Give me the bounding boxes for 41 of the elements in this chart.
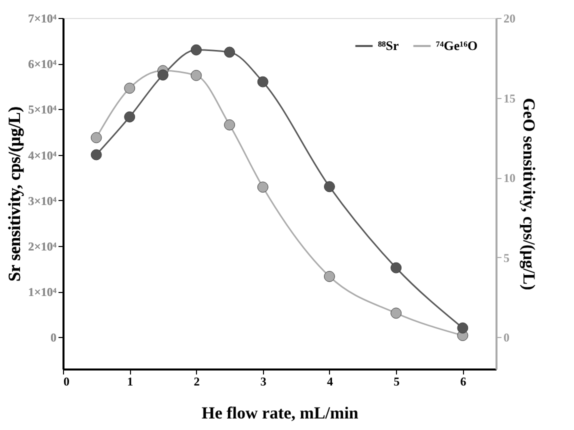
y-axis-title: Sr sensitivity, cps/(μg/L) — [5, 106, 24, 282]
y2-tick-label: 15 — [504, 91, 516, 106]
y2-tick-label: 20 — [504, 12, 516, 26]
point — [257, 182, 268, 193]
point — [257, 76, 268, 88]
y-tick-label: 0 — [50, 330, 56, 345]
x-tick-label: 1 — [127, 374, 134, 388]
y2-axis-title: GeO sensitivity, cps/(μg/L) — [520, 98, 538, 290]
y-tick-label: 1×10⁴ — [28, 285, 57, 300]
point — [390, 308, 402, 319]
point — [324, 181, 335, 192]
legend-label: ⁷⁴Ge¹⁶O — [436, 38, 478, 53]
x-tick-label: 5 — [394, 374, 400, 388]
point — [90, 132, 102, 144]
point — [190, 44, 202, 56]
x-tick-label: 0 — [64, 374, 70, 388]
point — [390, 262, 402, 274]
legend-label: ⁸⁸Sr — [378, 38, 400, 53]
y-tick-label: 4×10⁴ — [28, 148, 57, 162]
y2-tick-label: 0 — [504, 330, 510, 345]
x-axis-title: He flow rate, mL/min — [202, 404, 359, 422]
point — [124, 82, 136, 94]
y-tick-label: 7×10⁴ — [28, 12, 57, 26]
x-tick-label: 3 — [260, 374, 266, 388]
x-tick-label: 6 — [460, 374, 466, 388]
y-tick-label: 3×10⁴ — [28, 194, 57, 208]
x-tick-label: 2 — [194, 374, 200, 388]
point — [324, 270, 335, 282]
point — [90, 149, 102, 160]
point — [457, 322, 468, 334]
point — [124, 111, 136, 122]
y-tick-label: 6×10⁴ — [28, 57, 57, 72]
y-tick-label: 5×10⁴ — [28, 102, 57, 117]
point — [157, 69, 168, 80]
y-tick-label: 2×10⁴ — [28, 239, 57, 254]
point — [224, 46, 236, 58]
x-tick-label: 4 — [326, 374, 333, 388]
y2-tick-label: 10 — [504, 171, 516, 186]
point — [224, 119, 236, 130]
point — [190, 70, 202, 81]
y2-tick-label: 5 — [504, 250, 510, 265]
